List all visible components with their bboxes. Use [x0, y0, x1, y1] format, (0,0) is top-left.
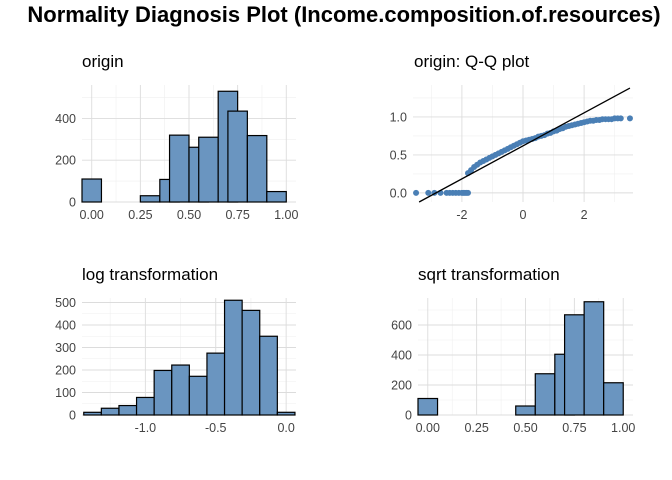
- y-tick-label: 0: [69, 409, 76, 423]
- y-tick-label: 400: [55, 319, 76, 333]
- y-tick-label: 200: [55, 154, 76, 168]
- x-tick-label: 0.00: [416, 421, 440, 435]
- histogram-bar: [246, 134, 268, 203]
- histogram-bar: [168, 134, 190, 203]
- histogram-bar: [259, 335, 278, 416]
- histogram-bar: [118, 404, 138, 416]
- panel-origin-histogram: origin 0.00 0.25 0.50 0.75 1.00 0 200 400: [55, 52, 298, 222]
- panel-title-qq: origin: Q-Q plot: [414, 52, 530, 71]
- histogram-bar: [188, 375, 208, 416]
- panel-title-log: log transformation: [82, 265, 218, 284]
- panel-log-histogram: log transformation -1.0 -0.5 0.0 0 100 200 300…: [55, 265, 296, 435]
- x-tick-label: 0.00: [80, 208, 104, 222]
- histogram-bar: [139, 195, 161, 203]
- x-tick-label: 0.0: [277, 421, 294, 435]
- x-tick-label: 0.75: [225, 208, 249, 222]
- panel-sqrt-histogram: sqrt transformation 0.00 0.25 0.50 0.75 1.00…: [391, 265, 635, 435]
- histogram-bar: [563, 314, 585, 416]
- histogram-bar: [266, 190, 287, 203]
- x-tick-label: 0.75: [562, 421, 586, 435]
- qq-point: [413, 189, 420, 196]
- x-tick-label: 0.50: [177, 208, 201, 222]
- histogram-bar: [276, 411, 296, 416]
- x-tick-label: 0: [520, 208, 527, 222]
- y-tick-label: 0: [405, 409, 412, 423]
- x-tick-label: 2: [581, 208, 588, 222]
- histogram-bar: [81, 178, 103, 203]
- y-tick-label: 0: [69, 196, 76, 210]
- histogram-bar: [83, 411, 102, 416]
- histogram-bar: [583, 301, 605, 416]
- qq-plot-area: -2 0 2 0.0 0.5 1.0: [390, 85, 633, 222]
- y-tick-label: 1.0: [390, 110, 407, 124]
- y-tick-label: 500: [55, 296, 76, 310]
- histogram-bar: [135, 396, 155, 416]
- y-tick-label: 600: [391, 319, 412, 333]
- panel-title-origin: origin: [82, 52, 124, 71]
- panel-qq-plot: origin: Q-Q plot -2 0 2 0.0 0.5 1.0: [390, 52, 633, 222]
- qq-point: [425, 189, 432, 196]
- figure-title: Normality Diagnosis Plot (Income.composi…: [27, 2, 660, 27]
- sqrt-plot-area: 0.00 0.25 0.50 0.75 1.00 0 200 400 600: [391, 298, 635, 435]
- x-tick-label: -2: [456, 208, 467, 222]
- x-tick-label: -1.0: [135, 421, 157, 435]
- x-tick-label: -0.5: [205, 421, 227, 435]
- log-plot-area: -1.0 -0.5 0.0 0 100 200 300 400 500: [55, 296, 296, 435]
- y-tick-label: 400: [391, 349, 412, 363]
- qq-reference-line: [418, 87, 631, 203]
- histogram-bar: [223, 299, 243, 416]
- qq-point: [626, 115, 633, 122]
- x-tick-label: 1.00: [611, 421, 635, 435]
- y-tick-label: 100: [55, 386, 76, 400]
- histogram-bar: [515, 405, 536, 416]
- qq-point: [465, 189, 471, 196]
- histogram-bar: [153, 369, 173, 416]
- histogram-bar: [227, 110, 248, 203]
- histogram-bar: [417, 397, 439, 416]
- y-tick-label: 0.0: [390, 186, 407, 200]
- x-tick-label: 1.00: [274, 208, 298, 222]
- y-tick-label: 0.5: [390, 148, 407, 162]
- qq-point: [617, 115, 624, 122]
- histogram-bar: [100, 407, 120, 416]
- histogram-bar: [534, 373, 556, 416]
- histogram-bar: [603, 382, 624, 416]
- histogram-bar: [198, 136, 219, 203]
- y-tick-label: 400: [55, 112, 76, 126]
- histogram-bar: [206, 352, 226, 416]
- x-tick-label: 0.25: [464, 421, 488, 435]
- x-tick-label: 0.50: [513, 421, 537, 435]
- panel-title-sqrt: sqrt transformation: [418, 265, 560, 284]
- x-tick-label: 0.25: [128, 208, 152, 222]
- y-tick-label: 200: [55, 364, 76, 378]
- histogram-bar: [171, 364, 190, 416]
- histogram-bar: [241, 309, 261, 416]
- y-tick-label: 300: [55, 341, 76, 355]
- origin-plot-area: 0.00 0.25 0.50 0.75 1.00 0 200 400: [55, 85, 298, 222]
- y-tick-label: 200: [391, 379, 412, 393]
